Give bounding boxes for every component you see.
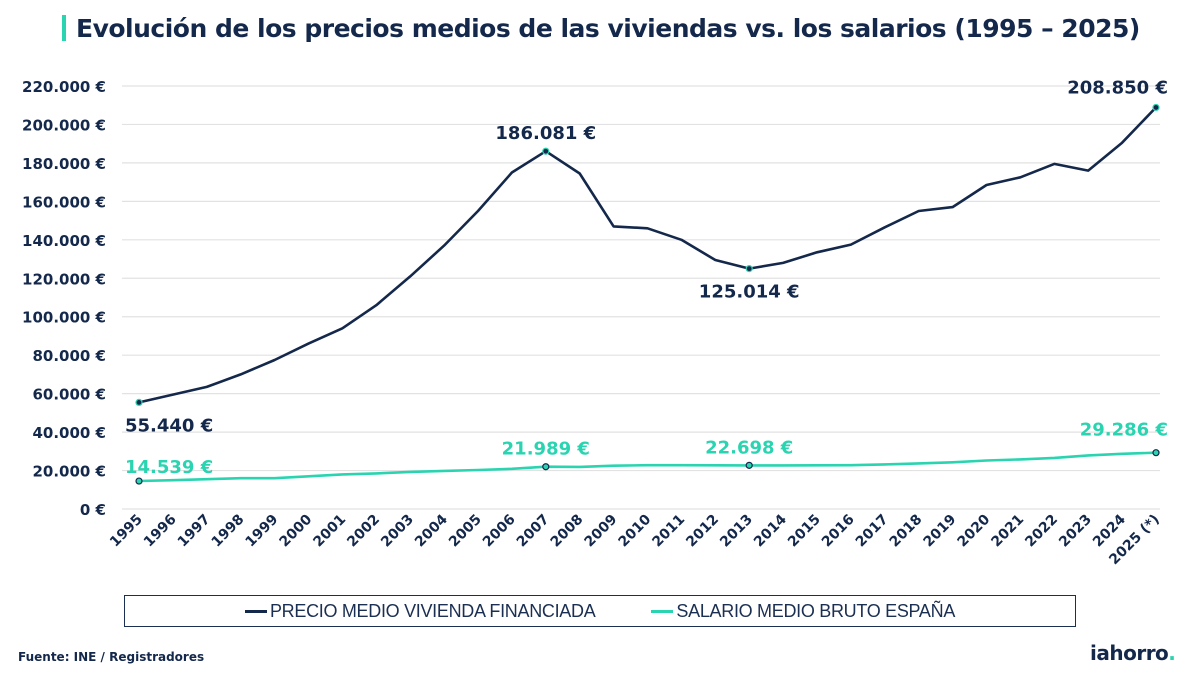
- x-tick-label: 1995: [107, 512, 146, 551]
- x-tick-label: 2018: [887, 512, 926, 551]
- x-axis-tick-labels: 1995199619971998199920002001200220032004…: [107, 511, 1163, 568]
- x-tick-label: 2020: [954, 511, 993, 550]
- chart-title-text: Evolución de los precios medios de las v…: [76, 13, 1140, 43]
- legend-swatch-precio: [244, 609, 267, 613]
- y-tick-label: 180.000 €: [22, 155, 106, 173]
- x-tick-label: 2002: [344, 512, 383, 551]
- brand-logo-dot: .: [1168, 641, 1176, 665]
- y-tick-label: 220.000 €: [22, 78, 106, 96]
- x-tick-label: 2001: [310, 512, 349, 551]
- data-label: 125.014 €: [699, 282, 800, 303]
- data-label: 22.698 €: [705, 437, 793, 458]
- x-tick-label: 2022: [1022, 512, 1061, 551]
- x-tick-label: 2011: [649, 512, 688, 551]
- data-label: 21.989 €: [502, 439, 590, 460]
- data-label: 208.850 €: [1067, 77, 1168, 98]
- x-tick-label: 2000: [276, 511, 315, 550]
- data-point-marker: [745, 265, 753, 273]
- y-tick-label: 100.000 €: [22, 309, 106, 327]
- brand-logo-text: iahorro: [1090, 641, 1169, 665]
- y-tick-label: 160.000 €: [22, 193, 106, 211]
- data-point-marker: [745, 461, 753, 469]
- data-label: 55.440 €: [125, 415, 213, 436]
- data-point-marker: [135, 477, 143, 485]
- x-tick-label: 2013: [717, 512, 756, 551]
- x-tick-label: 2008: [548, 512, 587, 551]
- y-tick-label: 20.000 €: [32, 463, 106, 481]
- y-tick-label: 60.000 €: [32, 386, 106, 404]
- data-label: 14.539 €: [125, 457, 213, 478]
- brand-logo: iahorro.: [1090, 641, 1176, 665]
- legend-swatch-salario: [651, 609, 674, 613]
- series-line-precio: [137, 106, 1158, 404]
- y-tick-label: 200.000 €: [22, 116, 106, 134]
- y-axis-tick-labels: 0 € 20.000 € 40.000 € 60.000 € 80.000 € 100.0…: [22, 78, 106, 519]
- x-tick-label: 2006: [480, 512, 519, 551]
- y-tick-label: 40.000 €: [32, 424, 106, 442]
- x-tick-label: 2003: [378, 512, 417, 551]
- data-point-marker: [542, 463, 550, 471]
- y-tick-label: 140.000 €: [22, 232, 106, 250]
- legend-item-salario: SALARIO MEDIO BRUTO ESPAÑA: [651, 601, 955, 622]
- x-tick-label: 2014: [751, 511, 790, 550]
- series-lines: [137, 106, 1158, 483]
- data-label: 186.081 €: [495, 123, 596, 144]
- x-tick-label: 1999: [243, 512, 282, 551]
- legend-item-precio: PRECIO MEDIO VIVIENDA FINANCIADA: [244, 600, 596, 622]
- legend-label-precio: PRECIO MEDIO VIVIENDA FINANCIADA: [269, 600, 596, 621]
- x-tick-label: 2015: [785, 512, 824, 551]
- x-tick-label: 1998: [209, 512, 248, 551]
- x-tick-label: 2016: [819, 512, 858, 551]
- x-tick-label: 2012: [683, 512, 722, 551]
- x-tick-label: 2009: [582, 512, 621, 551]
- x-tick-label: 2023: [1056, 512, 1095, 551]
- y-tick-label: 120.000 €: [22, 270, 106, 288]
- x-tick-label: 2005: [446, 512, 485, 551]
- x-tick-label: 2007: [514, 512, 553, 551]
- series-markers: [135, 103, 1160, 485]
- x-tick-label: 2017: [853, 512, 892, 551]
- data-point-marker: [1152, 449, 1160, 457]
- x-tick-label: 1996: [141, 512, 180, 551]
- x-tick-label: 2019: [921, 512, 960, 551]
- data-point-marker: [542, 147, 550, 155]
- x-tick-label: 1997: [175, 512, 214, 551]
- data-labels: 55.440 € 186.081 € 125.014 € 208.850 € 14.53…: [125, 77, 1168, 478]
- series-line-salario: [137, 451, 1158, 483]
- title-accent-bar: [62, 15, 66, 41]
- line-chart: 0 € 20.000 € 40.000 € 60.000 € 80.000 € 100.0…: [22, 77, 1168, 568]
- data-point-marker: [135, 398, 143, 407]
- x-tick-label: 2004: [412, 511, 451, 550]
- gridlines: [122, 85, 1160, 510]
- source-note: Fuente: INE / Registradores: [18, 650, 205, 664]
- legend-label-salario: SALARIO MEDIO BRUTO ESPAÑA: [676, 600, 956, 621]
- chart-legend: PRECIO MEDIO VIVIENDA FINANCIADA SALARIO…: [124, 595, 1076, 627]
- data-label: 29.286 €: [1080, 420, 1168, 441]
- y-tick-label: 80.000 €: [32, 347, 106, 365]
- x-tick-label: 2021: [988, 512, 1027, 551]
- x-tick-label: 2010: [615, 511, 654, 550]
- chart-title: Evolución de los precios medios de las v…: [62, 10, 1140, 46]
- data-point-marker: [1152, 103, 1160, 112]
- y-tick-label: 0 €: [80, 501, 106, 519]
